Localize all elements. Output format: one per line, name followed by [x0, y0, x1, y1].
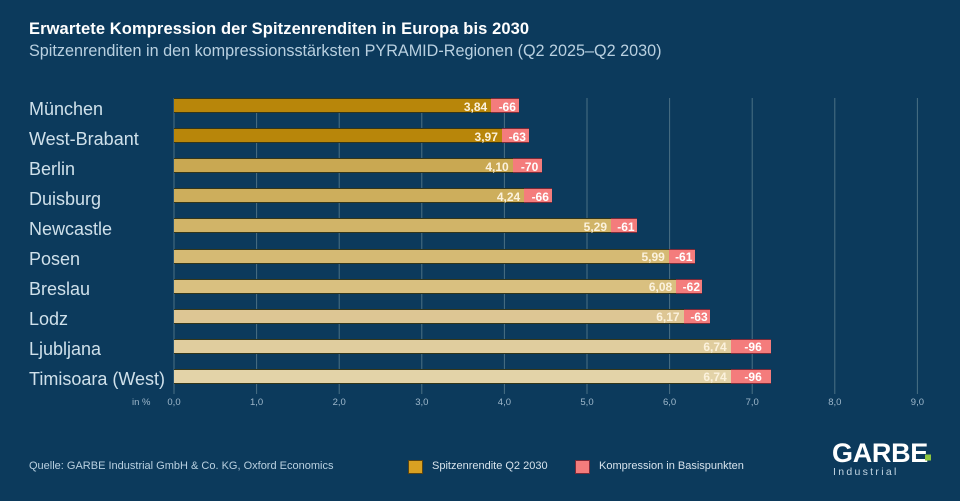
svg-text:Industrial: Industrial — [833, 466, 899, 478]
svg-text:GARBE: GARBE — [832, 438, 928, 468]
